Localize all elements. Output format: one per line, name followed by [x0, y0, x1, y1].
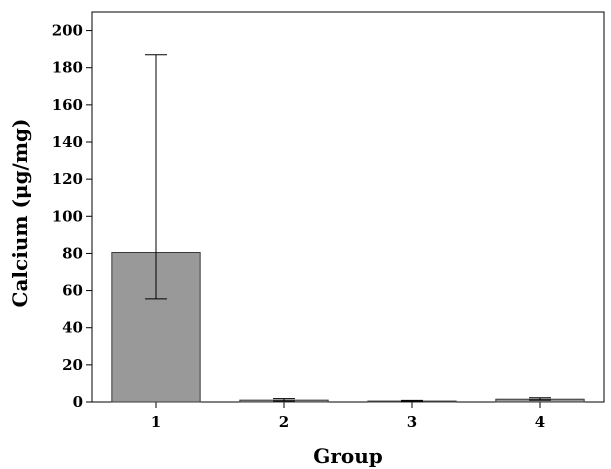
y-axis-title: Calcium (μg/mg): [8, 119, 32, 308]
y-tick-label: 180: [52, 59, 83, 77]
y-tick-label: 60: [62, 282, 83, 300]
error-bars: [145, 54, 551, 403]
x-axis-ticks: 1 2 3 4: [151, 402, 545, 431]
x-tick-label: 3: [407, 413, 417, 431]
error-bar-group-1: [145, 54, 167, 300]
error-bar-group-4: [529, 397, 551, 401]
y-axis-ticks: 0 20 40 60 80 100 120 140 160 180 200: [52, 22, 92, 411]
plot-frame: [91, 11, 605, 403]
y-tick-label: 40: [62, 319, 83, 337]
x-axis-title: Group: [313, 444, 382, 468]
x-tick-label: 4: [535, 413, 545, 431]
plot-border: [91, 11, 605, 403]
error-bar-group-2: [273, 398, 295, 402]
y-tick-label: 160: [52, 96, 83, 114]
bars: [111, 252, 585, 403]
y-tick-label: 100: [52, 207, 83, 225]
y-tick-label: 0: [73, 393, 83, 411]
error-bar-group-3: [401, 399, 423, 403]
x-tick-label: 2: [279, 413, 289, 431]
y-tick-label: 120: [52, 170, 83, 188]
x-tick-label: 1: [151, 413, 161, 431]
y-tick-label: 140: [52, 133, 83, 151]
y-tick-label: 20: [62, 356, 83, 374]
y-tick-label: 200: [52, 22, 83, 40]
y-tick-label: 80: [62, 244, 83, 262]
